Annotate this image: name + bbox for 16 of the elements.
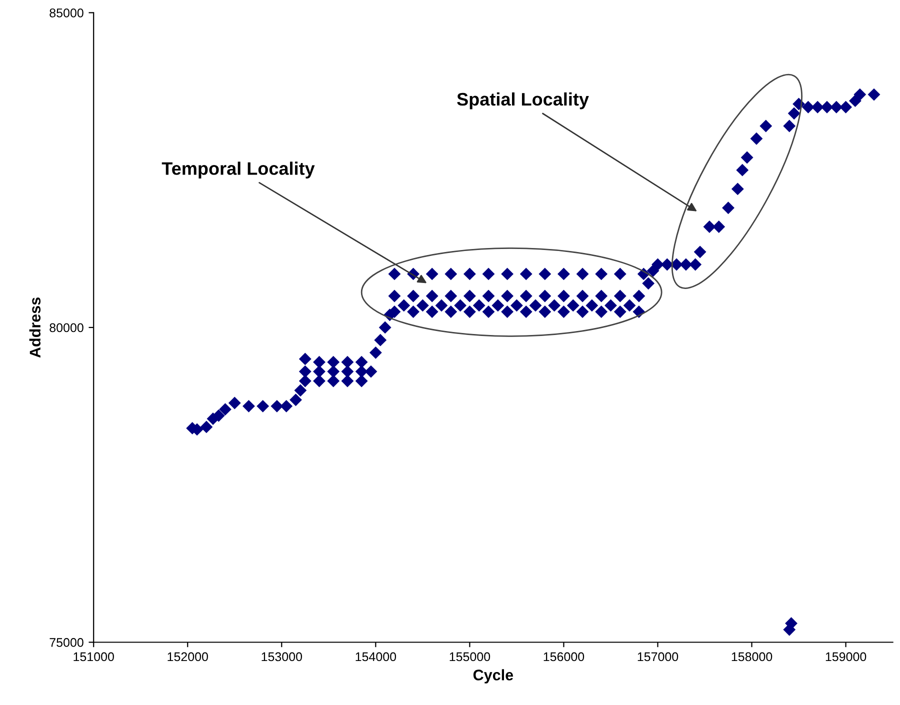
annotation: Spatial Locality (457, 92, 589, 110)
x-tick-label: 158000 (732, 652, 772, 662)
y-tick-label: 80000 (50, 323, 84, 332)
x-tick-label: 155000 (450, 652, 490, 662)
x-tick-label: 154000 (356, 652, 396, 662)
x-tick-label: 157000 (638, 652, 678, 662)
y-tick-label: 85000 (50, 8, 84, 18)
y-axis-title: Address (29, 298, 41, 358)
y-tick-label: 75000 (50, 638, 84, 647)
annotation: Temporal Locality (162, 162, 315, 178)
x-axis-title: Cycle (473, 669, 514, 684)
x-tick-label: 152000 (168, 652, 208, 662)
x-tick-label: 159000 (826, 652, 866, 662)
x-tick-label: 156000 (544, 652, 584, 662)
x-tick-label: 151000 (74, 652, 114, 662)
x-tick-label: 153000 (262, 652, 302, 662)
